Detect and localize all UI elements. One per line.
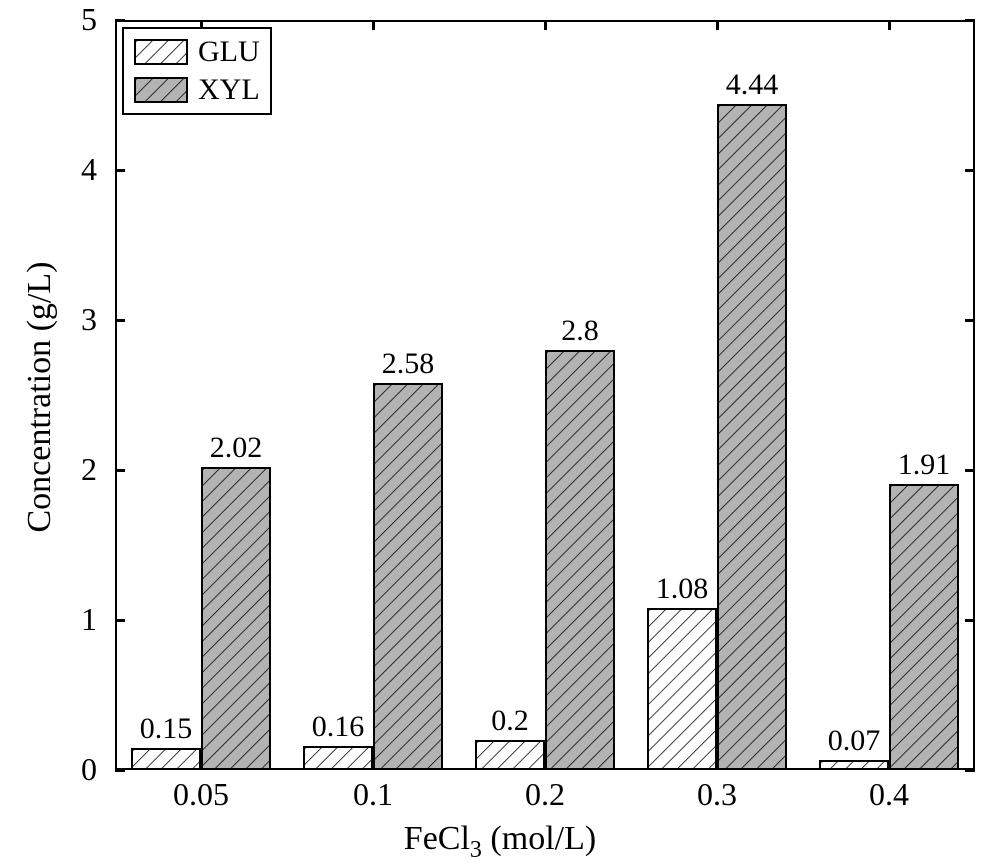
bar-value-label: 4.44 [692,68,812,102]
y-tick-label: 1 [0,601,97,638]
x-axis-title-suffix: (mol/L) [482,820,596,857]
bar-xyl [545,350,615,770]
bar-glu [303,746,373,770]
y-tick-mark [965,169,975,172]
y-tick-mark [115,469,125,472]
bar-xyl [373,383,443,770]
legend-item: GLU [134,35,260,69]
x-tick-label: 0.2 [485,776,605,813]
legend-label: GLU [198,35,260,69]
x-tick-mark [716,20,719,30]
y-tick-label: 4 [0,151,97,188]
legend-swatch [134,77,188,103]
y-tick-mark [965,769,975,772]
y-tick-label: 3 [0,301,97,338]
x-tick-label: 0.3 [657,776,777,813]
x-tick-label: 0.05 [141,776,261,813]
x-tick-mark [888,20,891,30]
y-tick-mark [965,19,975,22]
bar-value-label: 2.58 [348,347,468,381]
bar-xyl [201,467,271,770]
y-tick-mark [115,619,125,622]
y-axis-title: Concentration (g/L) [21,247,59,547]
x-tick-mark [372,20,375,30]
x-tick-label: 0.4 [829,776,949,813]
x-axis-title-prefix: FeCl [404,820,470,857]
legend-swatch [134,39,188,65]
y-tick-mark [115,319,125,322]
y-tick-mark [965,619,975,622]
y-tick-label: 2 [0,451,97,488]
y-tick-label: 5 [0,1,97,38]
x-tick-mark [544,20,547,30]
bar-glu [475,740,545,770]
bar-value-label: 2.02 [176,431,296,465]
x-tick-label: 0.1 [313,776,433,813]
bar-value-label: 2.8 [520,314,640,348]
y-tick-mark [965,319,975,322]
y-tick-mark [115,169,125,172]
bar-glu [647,608,717,770]
bar-glu [131,748,201,771]
y-tick-mark [115,769,125,772]
legend: GLU XYL [122,27,272,115]
bar-chart: Concentration (g/L) FeCl3 (mol/L) 012345… [0,0,1000,859]
bar-xyl [717,104,787,770]
bar-xyl [889,484,959,771]
y-tick-mark [115,19,125,22]
bar-glu [819,760,889,771]
legend-item: XYL [134,73,260,107]
bar-value-label: 1.91 [864,448,984,482]
x-axis-title: FeCl3 (mol/L) [0,820,1000,864]
y-tick-label: 0 [0,751,97,788]
legend-label: XYL [198,73,260,107]
